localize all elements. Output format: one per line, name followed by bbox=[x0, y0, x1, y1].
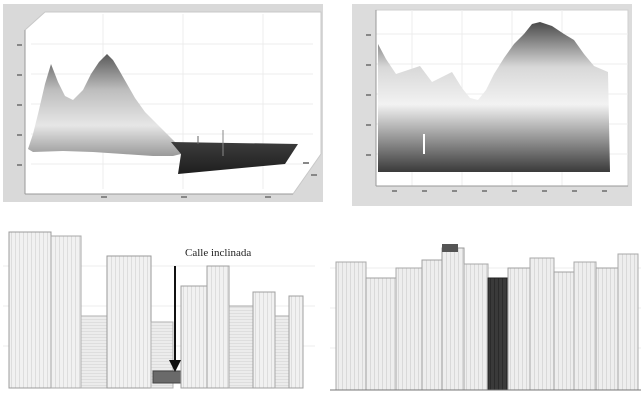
surface-plane bbox=[171, 142, 298, 174]
surface-plot-top-right bbox=[352, 4, 632, 206]
block-model-bottom-left bbox=[3, 226, 315, 392]
block-model-bottom-right bbox=[330, 238, 641, 394]
surface-hills bbox=[378, 22, 610, 172]
surface-peak bbox=[28, 54, 181, 156]
dark-block bbox=[487, 277, 509, 391]
annotation-label: Calle inclinada bbox=[185, 247, 252, 259]
inclined-street bbox=[152, 370, 184, 384]
block bbox=[8, 231, 52, 389]
surface-plot-top-left bbox=[3, 4, 323, 202]
